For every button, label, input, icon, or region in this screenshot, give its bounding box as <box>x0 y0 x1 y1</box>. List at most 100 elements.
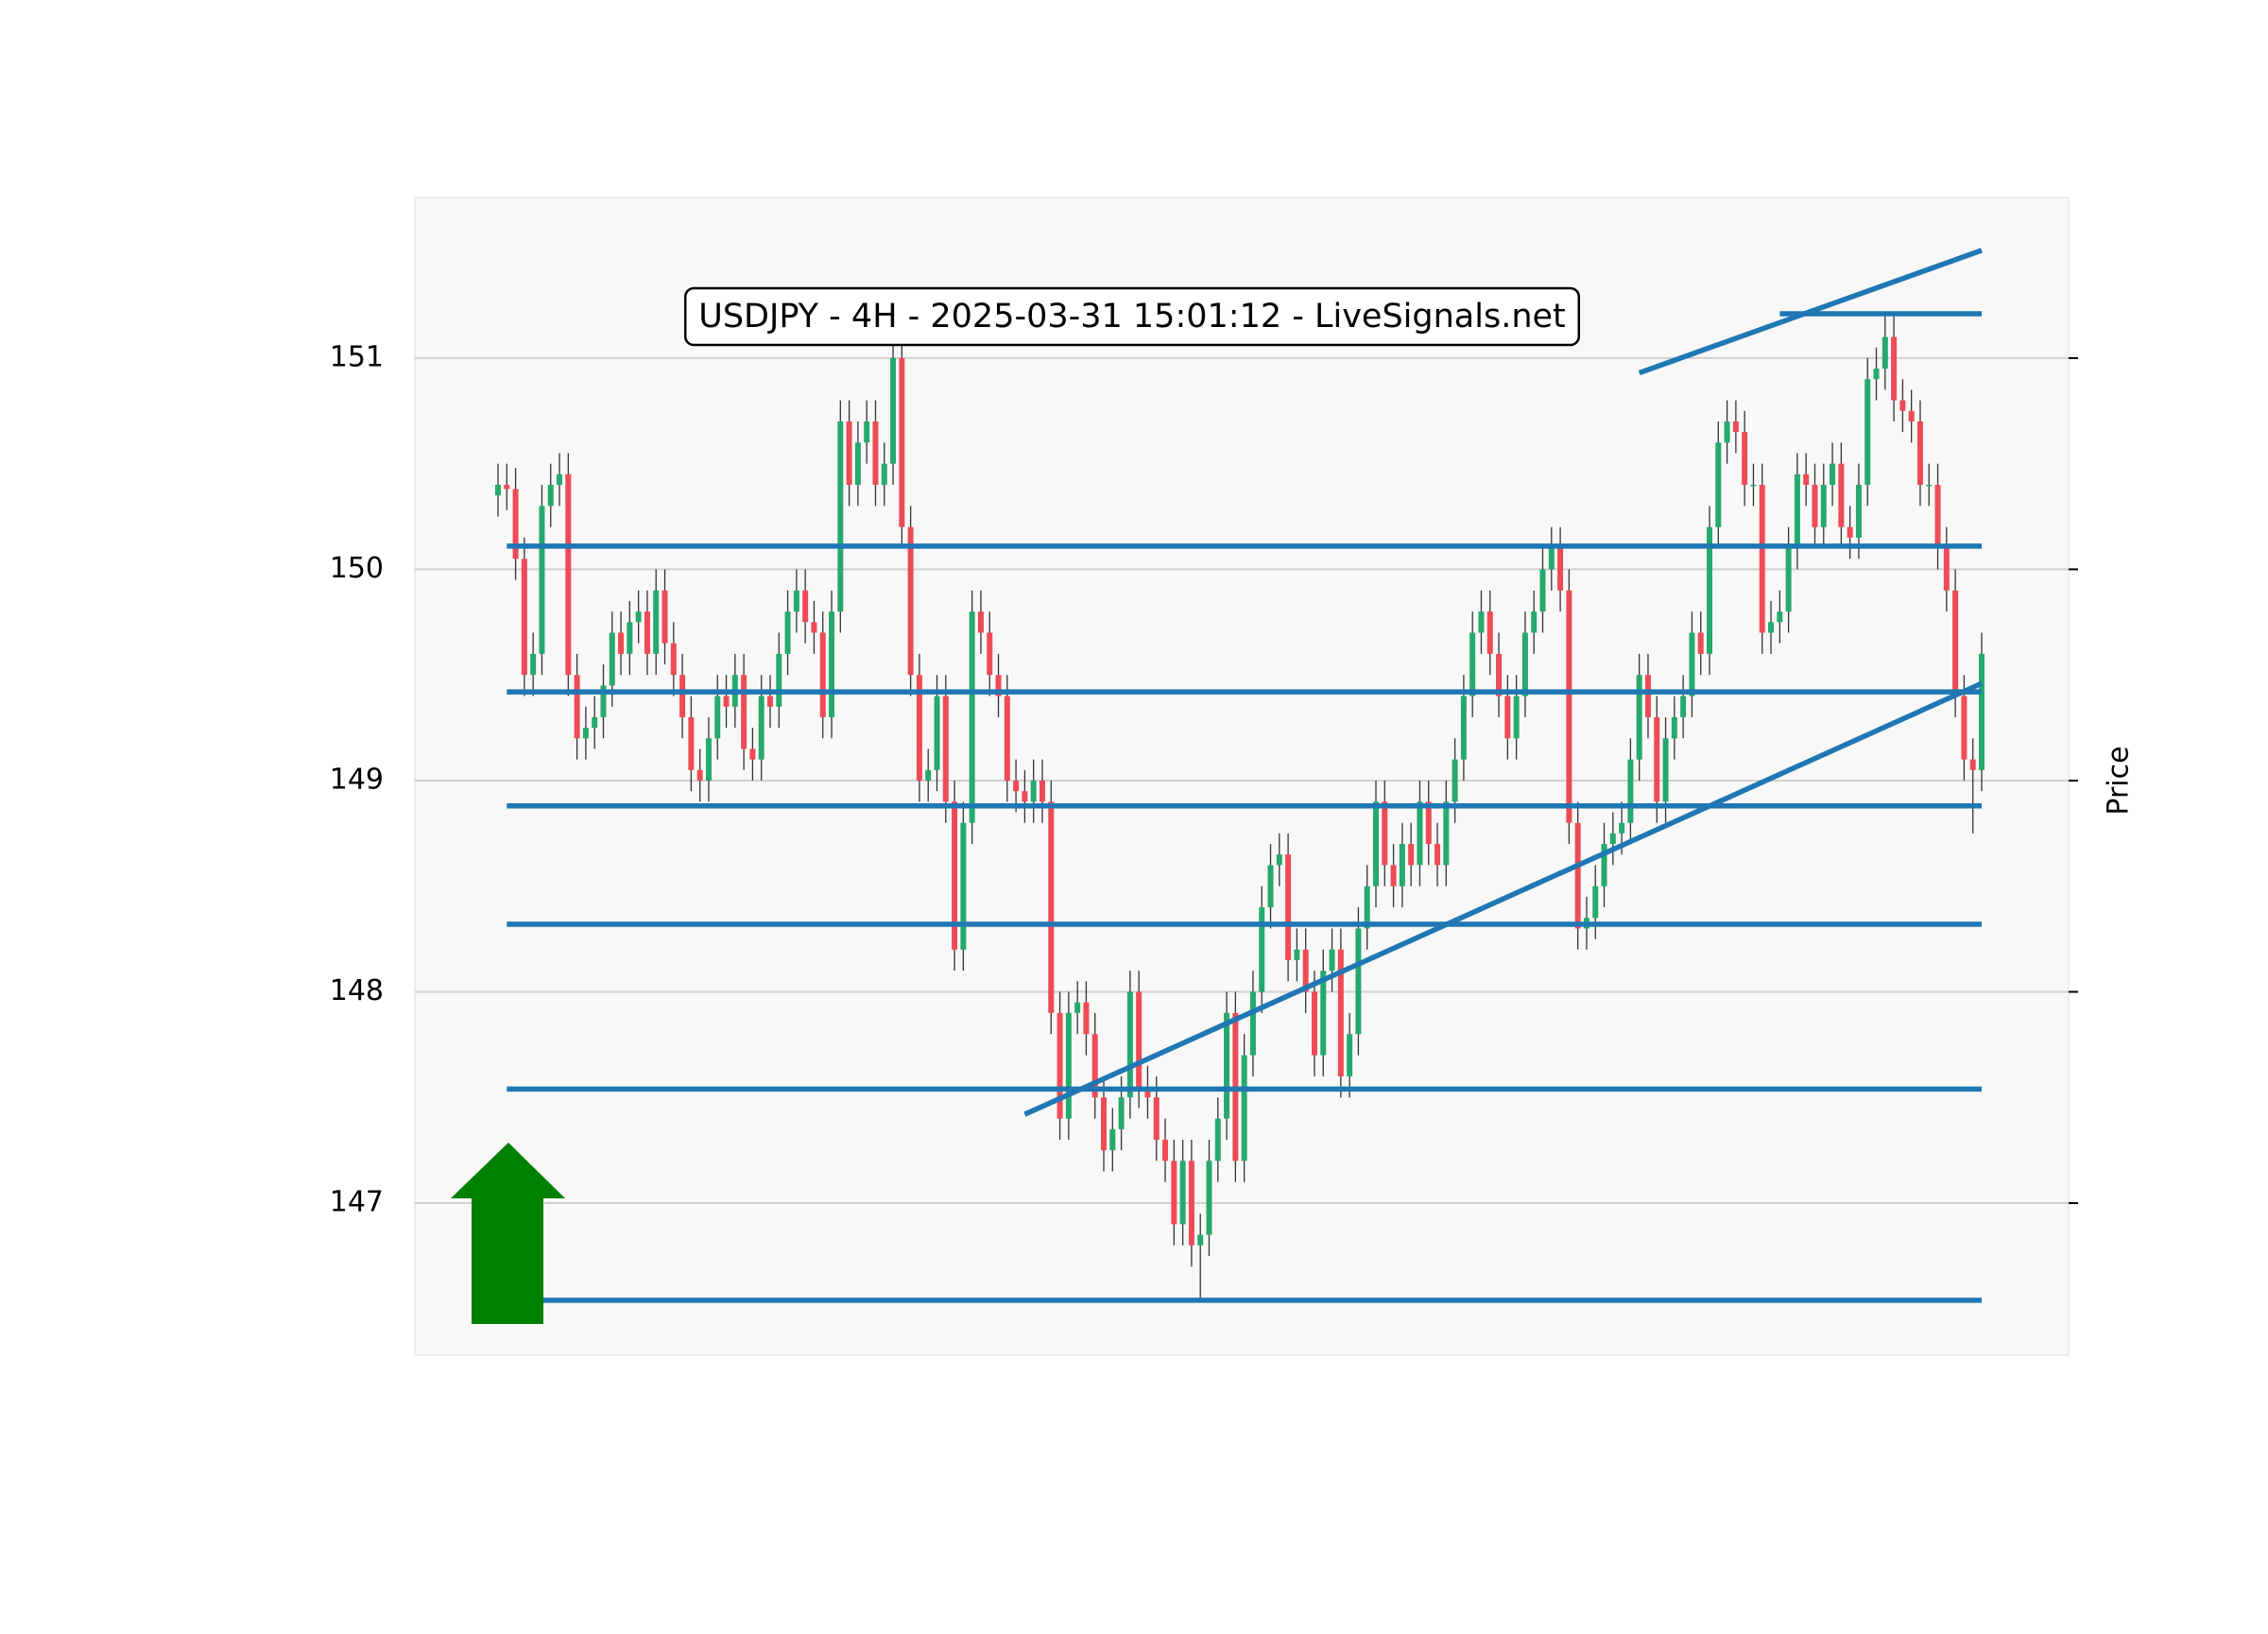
candle-body <box>1249 991 1256 1056</box>
candle-body <box>1347 1034 1353 1076</box>
candle-body <box>618 632 625 654</box>
candle-body <box>1179 1161 1186 1225</box>
candle-body <box>1048 801 1055 1013</box>
candle-body <box>1109 1128 1116 1151</box>
candle-body <box>565 473 572 676</box>
candle-body <box>1785 548 1792 612</box>
candle-body <box>1285 854 1292 960</box>
candle-body <box>1750 485 1757 487</box>
candle-body <box>574 675 580 739</box>
candle-body <box>925 769 932 781</box>
candle-body <box>723 696 730 707</box>
candle-body <box>749 748 756 760</box>
candle-body <box>521 559 527 676</box>
candle-body <box>1425 801 1432 845</box>
candle-body <box>644 611 650 654</box>
candle-body <box>1548 548 1555 570</box>
candle-body <box>1952 590 1959 697</box>
candle-body <box>1443 801 1450 866</box>
candle-body <box>1531 611 1538 633</box>
candle-body <box>1636 675 1642 760</box>
candle-body <box>495 485 501 496</box>
candle-body <box>635 611 642 623</box>
signal-line <box>1638 248 1983 376</box>
candle-body <box>1372 801 1379 886</box>
candle-body <box>987 632 993 676</box>
candle-body <box>1521 632 1528 697</box>
candle-body <box>1153 1097 1160 1140</box>
candle-body <box>1390 865 1397 886</box>
candle-body <box>1609 833 1616 845</box>
candle-body <box>1881 336 1888 370</box>
candle-body <box>1803 473 1810 486</box>
candle-body <box>1311 991 1317 1056</box>
candle-body <box>1671 716 1677 739</box>
candle-body <box>793 590 799 612</box>
candle-body <box>1601 844 1607 886</box>
candle-body <box>696 769 703 781</box>
candle-body <box>504 485 510 490</box>
candle-body <box>1916 421 1923 486</box>
candle-body <box>1934 485 1941 549</box>
candle-body <box>1241 1055 1247 1161</box>
candle-body <box>1188 1161 1194 1246</box>
candle-body <box>872 421 879 486</box>
candle-body <box>1083 1002 1090 1035</box>
candle-body <box>952 801 958 950</box>
candle-body <box>1838 463 1845 527</box>
candle-body <box>766 696 773 707</box>
candle-body <box>592 716 598 729</box>
candle-body <box>1057 1012 1063 1119</box>
candle-body <box>1689 632 1695 697</box>
candle-body <box>1214 1118 1221 1161</box>
candle-body <box>679 675 686 717</box>
candle-body <box>1855 485 1862 538</box>
candle-body <box>995 675 1002 697</box>
candle-body <box>1644 675 1651 717</box>
candle-body <box>582 728 589 739</box>
title-box: USDJPY - 4H - 2025-03-31 15:01:12 - Live… <box>683 286 1581 347</box>
candle-body <box>1004 696 1010 781</box>
candle-body <box>1899 400 1906 411</box>
candle-body <box>1864 379 1871 486</box>
candle-body <box>846 421 852 486</box>
candle-body <box>1408 844 1415 866</box>
title-frame <box>683 286 1581 347</box>
candle-body <box>1162 1139 1169 1161</box>
candle-body <box>1302 949 1309 992</box>
candle-body <box>1592 886 1599 919</box>
candle-body <box>688 716 695 770</box>
candle-body <box>1496 653 1503 697</box>
candle-body <box>1627 759 1634 823</box>
candle-body <box>776 653 782 707</box>
candle-body <box>977 611 984 633</box>
candle-body <box>1074 1002 1081 1013</box>
candle-body <box>1557 548 1564 591</box>
candle-body <box>1777 611 1783 623</box>
candle-body <box>854 442 861 486</box>
y-tick-label: 149 <box>330 763 384 796</box>
candle-body <box>881 463 887 486</box>
candle-body <box>890 357 897 464</box>
candle-body <box>539 506 545 654</box>
candle-body <box>1364 886 1370 929</box>
candle-body <box>1680 696 1687 717</box>
candle-body <box>1891 336 1898 401</box>
candle-body <box>1969 759 1976 770</box>
candle-body <box>1794 473 1800 549</box>
y-axis-label: Price <box>2103 746 2136 815</box>
candle-body <box>1486 611 1493 654</box>
candle-body <box>837 421 844 612</box>
candle-body <box>1144 1087 1151 1098</box>
plot-area <box>414 197 2070 1356</box>
y-tick-label: 148 <box>330 974 384 1007</box>
candle-body <box>1820 485 1827 527</box>
candles <box>495 316 1984 1299</box>
candle-body <box>1267 865 1274 908</box>
candle-body <box>1830 463 1836 486</box>
candle-body <box>600 685 607 717</box>
candle-body <box>1452 759 1458 802</box>
candle-body <box>1399 844 1405 886</box>
candle-body <box>907 526 914 676</box>
candle-body <box>1435 844 1441 866</box>
